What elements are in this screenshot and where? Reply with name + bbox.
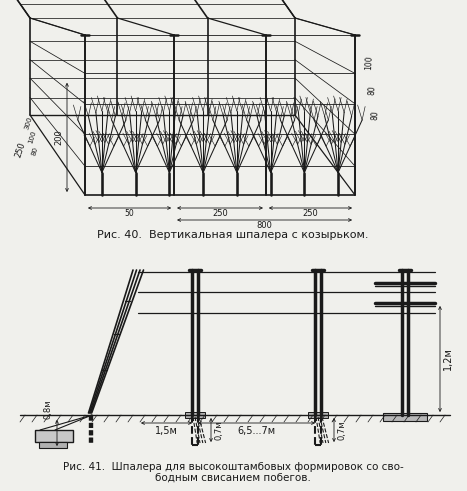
Text: 1,2м: 1,2м	[443, 348, 453, 370]
Text: 250: 250	[303, 210, 318, 218]
Text: 800: 800	[256, 221, 272, 230]
Bar	[308, 412, 328, 418]
Text: 250: 250	[13, 141, 27, 159]
Text: 0,8м: 0,8м	[43, 399, 52, 419]
Text: 100: 100	[364, 55, 374, 71]
Text: 300: 300	[23, 116, 33, 130]
Text: 0,7м: 0,7м	[338, 420, 347, 440]
FancyBboxPatch shape	[35, 430, 73, 442]
Bar	[185, 412, 205, 418]
Text: бодным свисанием побегов.: бодным свисанием побегов.	[155, 473, 311, 483]
FancyBboxPatch shape	[39, 442, 67, 448]
Bar	[383, 413, 427, 421]
Text: 0,7м: 0,7м	[214, 420, 224, 440]
Text: Рис. 41.  Шпалера для высокоштамбовых формировок со сво-: Рис. 41. Шпалера для высокоштамбовых фор…	[63, 462, 403, 472]
Text: 1,5м: 1,5м	[155, 426, 177, 436]
Text: 6,5...7м: 6,5...7м	[237, 426, 275, 436]
Text: 100: 100	[27, 130, 37, 144]
Text: 80: 80	[370, 110, 380, 120]
Text: 200: 200	[55, 130, 64, 145]
Text: 80: 80	[367, 85, 377, 95]
Text: 80: 80	[31, 146, 39, 156]
Text: 250: 250	[212, 210, 228, 218]
Text: 50: 50	[125, 210, 134, 218]
Text: Рис. 40.  Вертикальная шпалера с козырьком.: Рис. 40. Вертикальная шпалера с козырько…	[97, 230, 369, 240]
